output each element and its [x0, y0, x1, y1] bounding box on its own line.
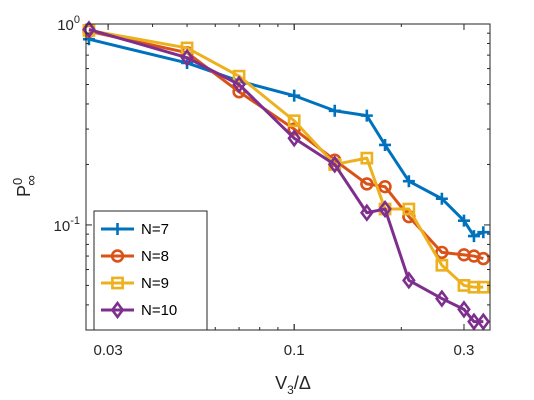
- data-point: [402, 202, 416, 216]
- legend-label: N=8: [141, 248, 169, 265]
- data-point: [435, 289, 449, 308]
- y-tick-label: 100: [57, 14, 80, 34]
- data-point: [360, 203, 374, 222]
- data-point: [111, 276, 124, 290]
- data-point: [360, 151, 374, 165]
- plot-area: [82, 20, 491, 331]
- y-axis-label: P0∞: [10, 175, 40, 197]
- y-label-main: P: [14, 185, 34, 197]
- series-line: [88, 28, 484, 289]
- series-4: [82, 20, 491, 331]
- data-point: [180, 41, 194, 55]
- x-tick-label: 0.03: [94, 342, 123, 359]
- data-point: [327, 155, 342, 174]
- svg-text:P0∞: P0∞: [10, 175, 40, 197]
- data-point: [402, 175, 415, 188]
- data-point: [467, 230, 480, 243]
- x-tick-label: 0.3: [454, 342, 475, 359]
- data-point: [287, 114, 301, 128]
- data-point: [435, 258, 449, 272]
- data-point: [435, 245, 449, 260]
- x-label-rest: /Δ: [294, 373, 311, 393]
- data-point: [110, 300, 125, 320]
- y-label-sub: ∞: [23, 175, 40, 186]
- data-point: [457, 300, 471, 319]
- x-label-sub: 3: [287, 383, 294, 397]
- legend: N=7 N=8 N=9 N=10: [93, 210, 208, 331]
- x-label-main: V: [275, 373, 287, 393]
- data-point: [110, 249, 125, 263]
- y-tick-label: 10-1: [54, 215, 80, 235]
- data-point: [457, 214, 470, 227]
- data-point: [379, 138, 392, 151]
- data-point: [180, 48, 194, 67]
- legend-label: N=7: [141, 221, 169, 238]
- x-tick-label: 0.1: [284, 342, 305, 359]
- data-point: [287, 129, 301, 148]
- series-line: [88, 27, 484, 324]
- series-line: [88, 37, 484, 238]
- data-point: [435, 192, 448, 205]
- data-point: [328, 104, 341, 117]
- data-point: [360, 109, 373, 122]
- legend-label: N=9: [141, 275, 169, 292]
- axes-frame: [85, 23, 491, 331]
- legend-label: N=10: [141, 302, 177, 319]
- data-point: [232, 69, 246, 83]
- legend-item: N=9: [101, 275, 169, 292]
- data-point: [287, 122, 301, 136]
- data-point: [378, 199, 392, 219]
- data-point: [477, 226, 490, 239]
- x-axis-label: V3/Δ: [275, 373, 311, 397]
- data-point: [82, 20, 96, 39]
- data-point: [232, 75, 246, 94]
- legend-item: N=8: [101, 248, 169, 265]
- data-point: [288, 89, 301, 102]
- data-point: [360, 177, 374, 191]
- data-point: [111, 223, 124, 235]
- data-point: [476, 312, 491, 331]
- legend-item: N=7: [101, 221, 169, 238]
- data-point: [467, 312, 481, 331]
- legend-item: N=10: [101, 300, 177, 320]
- data-point: [378, 179, 392, 194]
- data-point: [476, 251, 491, 266]
- data-point: [476, 280, 490, 294]
- y-label-sup: 0: [10, 178, 25, 185]
- data-point: [402, 271, 416, 290]
